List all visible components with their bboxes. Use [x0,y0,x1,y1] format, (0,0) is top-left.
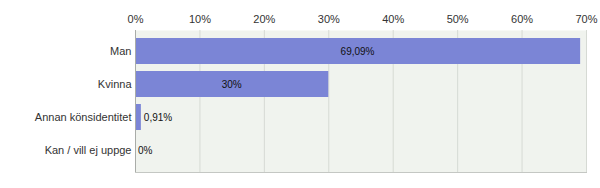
svg-text:20%: 20% [253,13,275,25]
svg-text:70%: 70% [575,13,597,25]
svg-text:40%: 40% [382,13,404,25]
svg-text:30%: 30% [222,79,242,90]
svg-text:Kvinna: Kvinna [98,78,133,90]
svg-text:60%: 60% [511,13,533,25]
svg-text:30%: 30% [318,13,340,25]
svg-text:Kan / vill ej uppge: Kan / vill ej uppge [45,144,132,156]
svg-text:10%: 10% [189,13,211,25]
svg-text:69,09%: 69,09% [341,46,375,57]
svg-text:0%: 0% [138,145,153,156]
svg-text:50%: 50% [447,13,469,25]
svg-text:Man: Man [110,45,131,57]
svg-text:0,91%: 0,91% [144,112,172,123]
svg-text:0%: 0% [128,13,144,25]
svg-text:Annan könsidentitet: Annan könsidentitet [35,111,132,123]
